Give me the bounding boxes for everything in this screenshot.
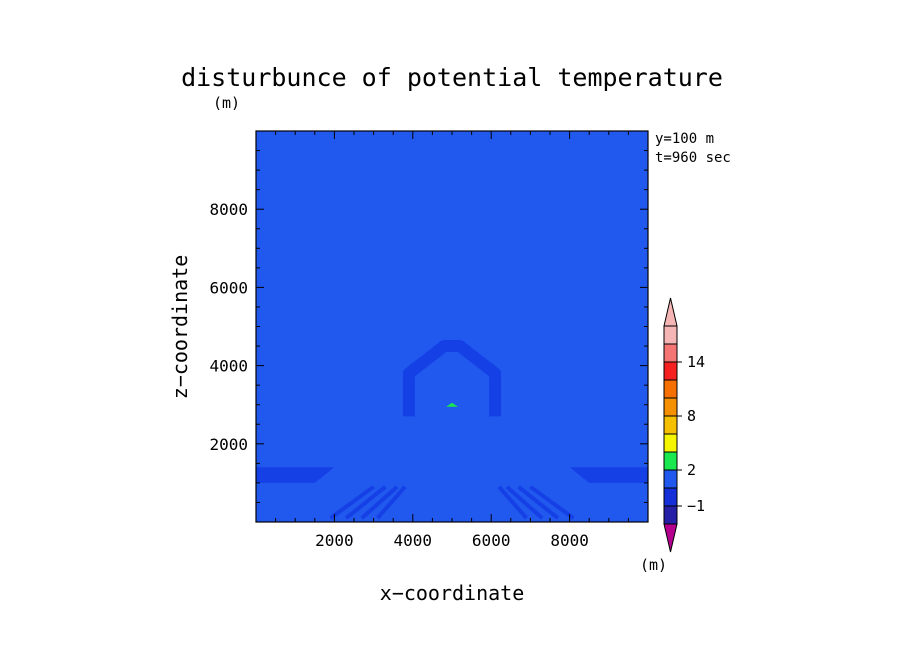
wave-streak [360, 485, 399, 520]
colorbar-box [663, 487, 678, 507]
colorbar-box [663, 325, 678, 345]
wave-streak [505, 485, 544, 520]
colorbar-box [663, 397, 678, 417]
wave-streak [497, 485, 528, 520]
annotation-t: t=960 sec [655, 150, 731, 166]
chart-title: disturbunce of potential temperature [181, 63, 723, 92]
colorbar-box [663, 415, 678, 435]
y-tick-label: 8000 [209, 200, 248, 219]
annotation-y: y=100 m [655, 131, 714, 147]
y-tick-label: 2000 [209, 435, 248, 454]
feature-warm-core [446, 402, 458, 407]
x-tick-label: 2000 [315, 531, 354, 550]
wave-streak [344, 485, 387, 520]
colorbar-box [663, 451, 678, 471]
colorbar-tick-label: 14 [687, 353, 705, 371]
wave-streak [517, 485, 560, 520]
colorbar-top-extension [663, 297, 678, 327]
feature-right-layer [569, 467, 648, 483]
colorbar-box [663, 361, 678, 381]
y-tick-label: 4000 [209, 357, 248, 376]
y-tick-label: 6000 [209, 278, 248, 297]
x-tick-label: 8000 [550, 531, 589, 550]
wave-streak [529, 485, 575, 520]
colorbar-box [663, 343, 678, 363]
plot-area [256, 131, 648, 522]
x-axis-label: x−coordinate [380, 581, 525, 605]
colorbar-tick-label: 8 [687, 407, 696, 425]
colorbar-box [663, 433, 678, 453]
colorbar: 14 8 2 −1 [663, 297, 705, 553]
feature-left-layer [256, 467, 335, 483]
y-axis-label: z−coordinate [168, 255, 192, 400]
colorbar-bottom-extension [663, 523, 678, 553]
colorbar-unit: (m) [640, 556, 667, 574]
colorbar-tick-label: 2 [687, 461, 696, 479]
wave-streak [329, 485, 375, 520]
colorbar-box [663, 469, 678, 489]
colorbar-box [663, 379, 678, 399]
x-tick-label: 6000 [472, 531, 511, 550]
axis-ticks: 2000 4000 6000 8000 2000 4000 6000 8000 [209, 130, 649, 550]
feature-arch [402, 340, 502, 417]
title-unit: (m) [213, 94, 240, 112]
x-tick-label: 4000 [394, 531, 433, 550]
colorbar-box [663, 505, 678, 525]
plot-features [256, 340, 648, 520]
wave-streak [376, 485, 407, 520]
colorbar-tick-label: −1 [687, 497, 705, 515]
